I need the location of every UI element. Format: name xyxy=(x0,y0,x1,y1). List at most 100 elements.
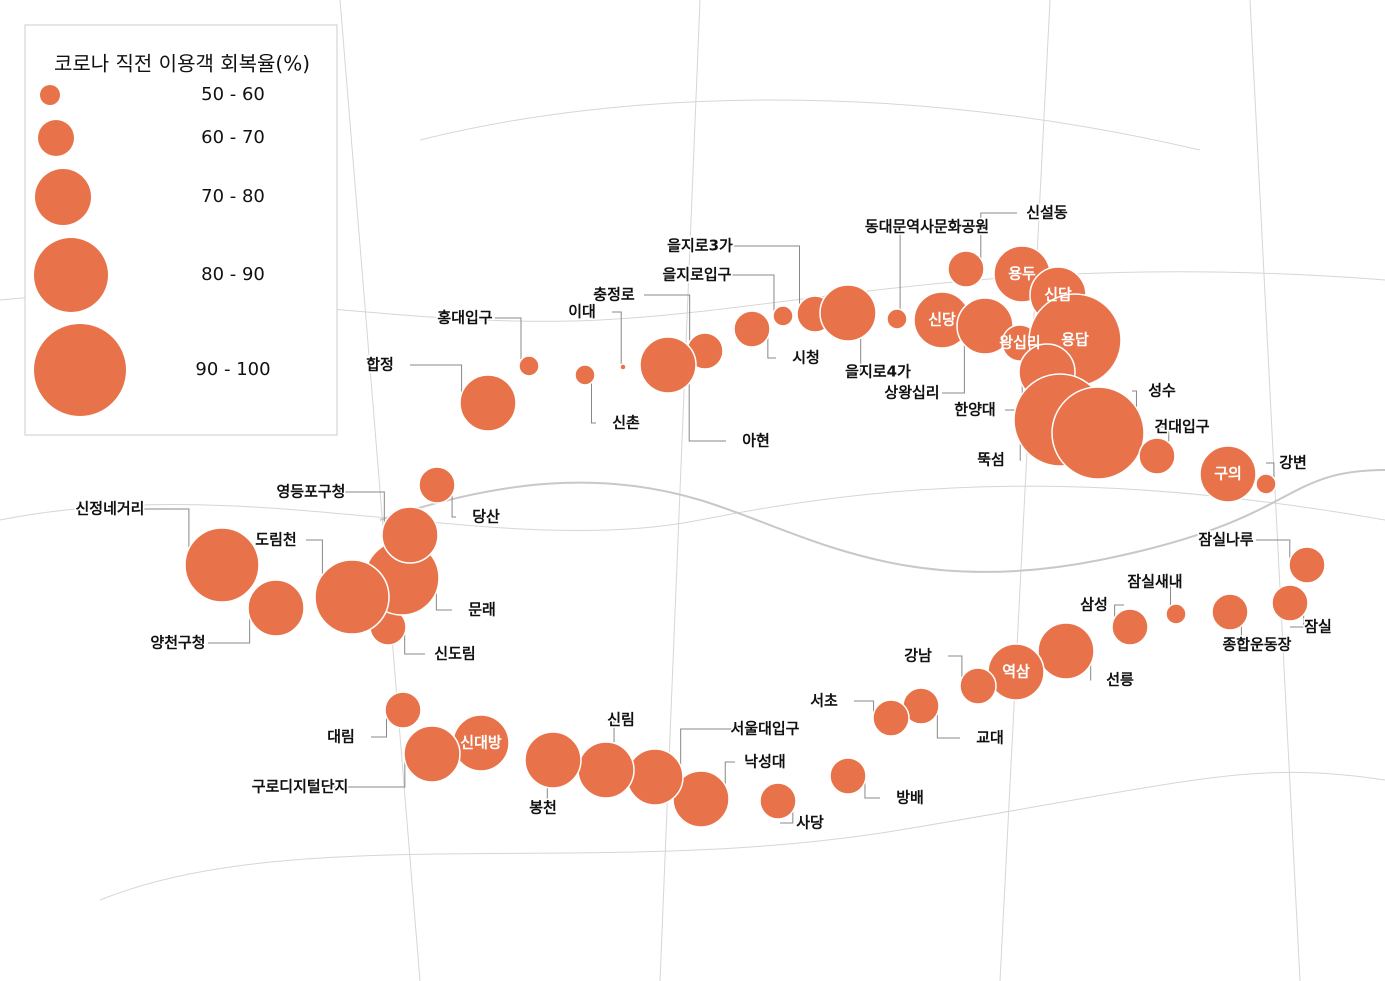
station-label: 신대방 xyxy=(460,734,502,752)
station-bubble xyxy=(829,757,867,795)
station-bubble xyxy=(619,363,627,371)
station-bubble xyxy=(772,305,794,327)
leader-line xyxy=(680,728,735,766)
leader-line xyxy=(590,382,596,424)
station-label: 홍대입구 xyxy=(437,309,492,327)
station-label: 선릉 xyxy=(1106,671,1134,689)
leader-line xyxy=(780,811,794,824)
station-bubble xyxy=(577,741,635,799)
leader-line xyxy=(546,787,553,809)
leader-line xyxy=(612,311,622,365)
leader-line xyxy=(1290,614,1305,628)
station-label: 상왕십리 xyxy=(884,384,939,402)
station-bubble xyxy=(518,355,540,377)
leader-line xyxy=(644,294,691,342)
leader-line xyxy=(1132,390,1137,408)
station-label: 문래 xyxy=(468,601,496,619)
leader-line xyxy=(727,274,775,312)
legend-label: 90 - 100 xyxy=(195,359,270,380)
station-label: 한양대 xyxy=(954,401,995,419)
station-label: 양천구청 xyxy=(150,634,205,652)
leader-line xyxy=(948,655,963,678)
station-bubble xyxy=(759,782,797,820)
station-bubble xyxy=(1138,437,1176,475)
station-bubble xyxy=(1199,445,1257,503)
leader-line xyxy=(330,760,406,788)
station-label: 역삼 xyxy=(1002,663,1030,681)
station-label: 신도림 xyxy=(434,645,475,663)
station-bubble xyxy=(886,308,908,330)
leader-line xyxy=(451,494,456,518)
leader-line xyxy=(1230,625,1242,646)
leader-line xyxy=(1019,443,1021,461)
legend-label: 60 - 70 xyxy=(201,127,265,148)
station-bubble xyxy=(459,374,517,432)
station-label: 서울대입구 xyxy=(730,720,799,738)
station-label: 봉천 xyxy=(529,799,557,817)
leader-line xyxy=(1170,581,1176,606)
station-bubble xyxy=(247,579,305,637)
station-label: 구로디지털단지 xyxy=(252,778,349,796)
leader-line xyxy=(1256,539,1291,560)
leader-line xyxy=(410,364,463,394)
station-label: 종합운동장 xyxy=(1222,636,1291,654)
station-label: 잠실나루 xyxy=(1198,531,1253,549)
station-bubble xyxy=(184,527,260,603)
leader-line xyxy=(140,508,190,549)
leader-line xyxy=(606,719,615,744)
station-label: 신촌 xyxy=(612,414,640,432)
station-label: 을지로3가 xyxy=(667,237,733,255)
station-bubble xyxy=(872,699,910,737)
station-label: 잠실 xyxy=(1304,618,1332,636)
station-label: 강변 xyxy=(1279,454,1307,472)
bubbles xyxy=(184,245,1326,828)
station-label: 신당 xyxy=(928,311,956,329)
station-label: 삼성 xyxy=(1080,596,1108,614)
station-label: 동대문역사문화공원 xyxy=(865,218,989,236)
station-bubble xyxy=(1111,608,1149,646)
station-label: 교대 xyxy=(976,729,1004,747)
leader-line xyxy=(942,344,965,394)
leader-line xyxy=(730,245,801,305)
legend-bubble xyxy=(34,238,108,312)
leader-line xyxy=(341,491,385,524)
station-label: 용두 xyxy=(1008,265,1036,283)
leader-lines xyxy=(140,212,1305,824)
station-label: 용답 xyxy=(1061,331,1089,349)
station-label: 낙성대 xyxy=(744,753,785,771)
station-label: 신정네거리 xyxy=(75,500,144,518)
station-bubble xyxy=(574,364,596,386)
leader-line xyxy=(495,317,522,360)
station-label: 구의 xyxy=(1214,465,1242,483)
station-bubble xyxy=(1255,473,1277,495)
station-bubble xyxy=(381,506,439,564)
station-bubble xyxy=(524,731,582,789)
station-label: 성수 xyxy=(1148,382,1176,400)
leader-line xyxy=(688,383,726,442)
station-bubble xyxy=(314,559,390,635)
leader-line xyxy=(897,226,901,310)
legend-bubble xyxy=(40,85,60,105)
station-label: 아현 xyxy=(742,432,770,450)
leader-line xyxy=(854,700,875,714)
station-bubble xyxy=(1211,593,1249,631)
station-label: 당산 xyxy=(472,508,500,526)
station-label: 뚝섬 xyxy=(977,451,1005,469)
station-bubble xyxy=(403,725,461,783)
station-label: 신답 xyxy=(1044,286,1072,304)
station-bubble xyxy=(1271,584,1309,622)
station-bubble xyxy=(959,667,997,705)
leader-line xyxy=(848,337,862,373)
station-label: 사당 xyxy=(796,814,824,832)
leader-line xyxy=(1157,426,1170,443)
station-label: 을지로입구 xyxy=(662,266,731,284)
station-label: 영등포구청 xyxy=(276,483,345,501)
leader-line xyxy=(404,633,425,655)
leader-line xyxy=(306,539,323,575)
leader-line xyxy=(371,717,387,738)
station-label: 대림 xyxy=(327,728,355,746)
station-bubble xyxy=(1288,546,1326,584)
